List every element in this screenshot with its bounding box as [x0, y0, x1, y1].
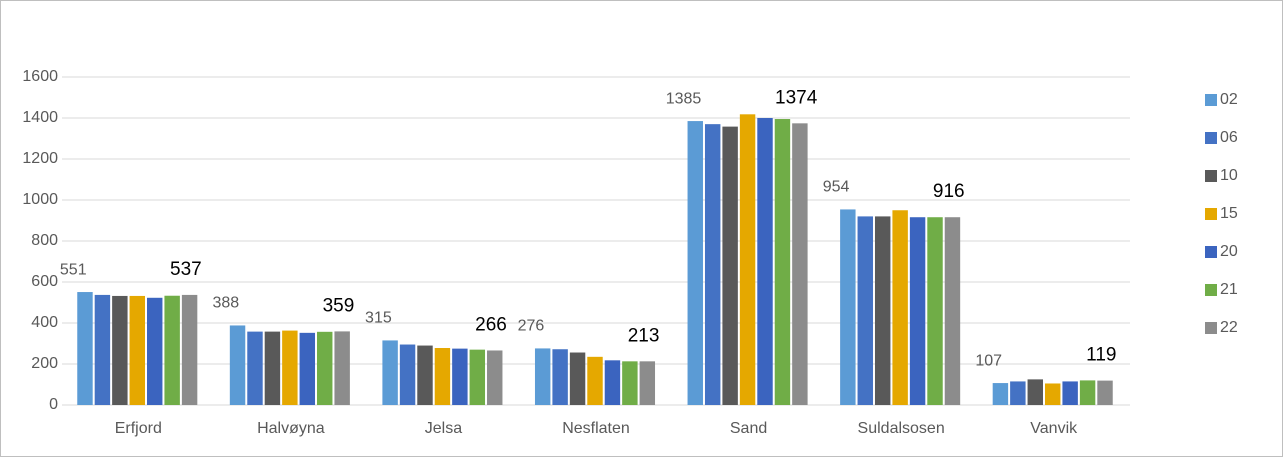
data-label: 119: [1086, 345, 1116, 366]
bar: [434, 348, 451, 405]
bar: [792, 123, 808, 405]
bar: [774, 119, 791, 406]
y-tick-label: 1600: [22, 68, 58, 85]
legend-label: 21: [1220, 281, 1238, 298]
y-tick-label: 1400: [22, 109, 58, 126]
bar: [1027, 379, 1043, 405]
bar: [334, 331, 350, 405]
x-tick-label: Sand: [730, 420, 767, 437]
bar: [164, 295, 180, 405]
bar: [129, 295, 146, 405]
bar: [622, 361, 638, 405]
legend-label: 15: [1220, 205, 1238, 222]
bar: [487, 350, 503, 405]
legend-label: 22: [1220, 319, 1238, 336]
bar: [892, 210, 908, 405]
y-tick-label: 600: [31, 273, 58, 290]
x-tick-label: Halvøyna: [257, 420, 325, 437]
bar: [147, 297, 163, 405]
bar: [840, 209, 856, 405]
x-tick-label: Erfjord: [115, 420, 162, 437]
bar: [299, 332, 316, 405]
data-label: 359: [323, 295, 355, 316]
bar: [264, 331, 281, 405]
y-tick-label: 1200: [22, 150, 58, 167]
bar: [181, 294, 198, 405]
bar: [382, 340, 398, 405]
data-label: 315: [365, 310, 392, 327]
y-tick-label: 800: [31, 232, 58, 249]
x-tick-label: Jelsa: [425, 420, 462, 437]
data-label: 537: [170, 259, 202, 280]
bar: [452, 348, 468, 405]
bar: [909, 217, 926, 405]
bar: [604, 360, 621, 405]
data-label: 213: [628, 325, 660, 346]
y-tick-label: 200: [31, 355, 58, 372]
data-label: 276: [518, 318, 545, 335]
bar: [247, 331, 263, 405]
legend-swatch: [1205, 132, 1217, 144]
legend-label: 06: [1220, 129, 1238, 146]
bar: [687, 121, 703, 405]
bar: [112, 295, 128, 405]
x-tick-label: Vanvik: [1030, 420, 1078, 437]
legend-swatch: [1205, 246, 1217, 258]
bar: [757, 118, 773, 405]
bar: [1044, 383, 1061, 405]
bar: [469, 349, 486, 405]
bar: [927, 217, 943, 405]
bar: [587, 356, 603, 405]
bar: [569, 352, 586, 405]
bar: [722, 126, 738, 406]
data-label: 916: [933, 181, 965, 202]
y-tick-label: 0: [49, 396, 58, 413]
bar: [857, 216, 873, 405]
bar: [1010, 381, 1026, 405]
bar: [1097, 380, 1113, 405]
bar: [229, 325, 246, 405]
data-label: 1385: [666, 90, 702, 107]
bar: [534, 348, 551, 405]
bar: [552, 349, 568, 405]
bar: [1079, 380, 1096, 405]
legend-swatch: [1205, 284, 1217, 296]
x-tick-label: Nesflaten: [562, 420, 630, 437]
data-label: 954: [823, 179, 850, 196]
y-tick-label: 1000: [22, 191, 58, 208]
bar: [639, 361, 656, 405]
bar: [94, 294, 111, 405]
bar: [1062, 381, 1078, 405]
data-label: 107: [975, 352, 1002, 369]
bar: [317, 331, 333, 405]
bar: [704, 124, 721, 406]
legend-label: 10: [1220, 167, 1238, 184]
legend-swatch: [1205, 322, 1217, 334]
legend-swatch: [1205, 170, 1217, 182]
x-tick-label: Suldalsosen: [858, 420, 945, 437]
bar: [77, 292, 93, 405]
data-label: 1374: [775, 87, 818, 108]
y-tick-label: 400: [31, 314, 58, 331]
bar: [282, 330, 298, 405]
bar: [992, 383, 1009, 405]
data-label: 388: [212, 295, 239, 312]
legend-label: 20: [1220, 243, 1238, 260]
legend-swatch: [1205, 208, 1217, 220]
bar: [874, 216, 891, 405]
legend-label: 02: [1220, 91, 1238, 108]
bar: [739, 114, 756, 405]
data-label: 551: [60, 261, 87, 278]
legend-swatch: [1205, 94, 1217, 106]
bar: [399, 344, 416, 405]
bar: [417, 345, 433, 405]
bar: [944, 217, 961, 405]
data-label: 266: [475, 314, 507, 335]
